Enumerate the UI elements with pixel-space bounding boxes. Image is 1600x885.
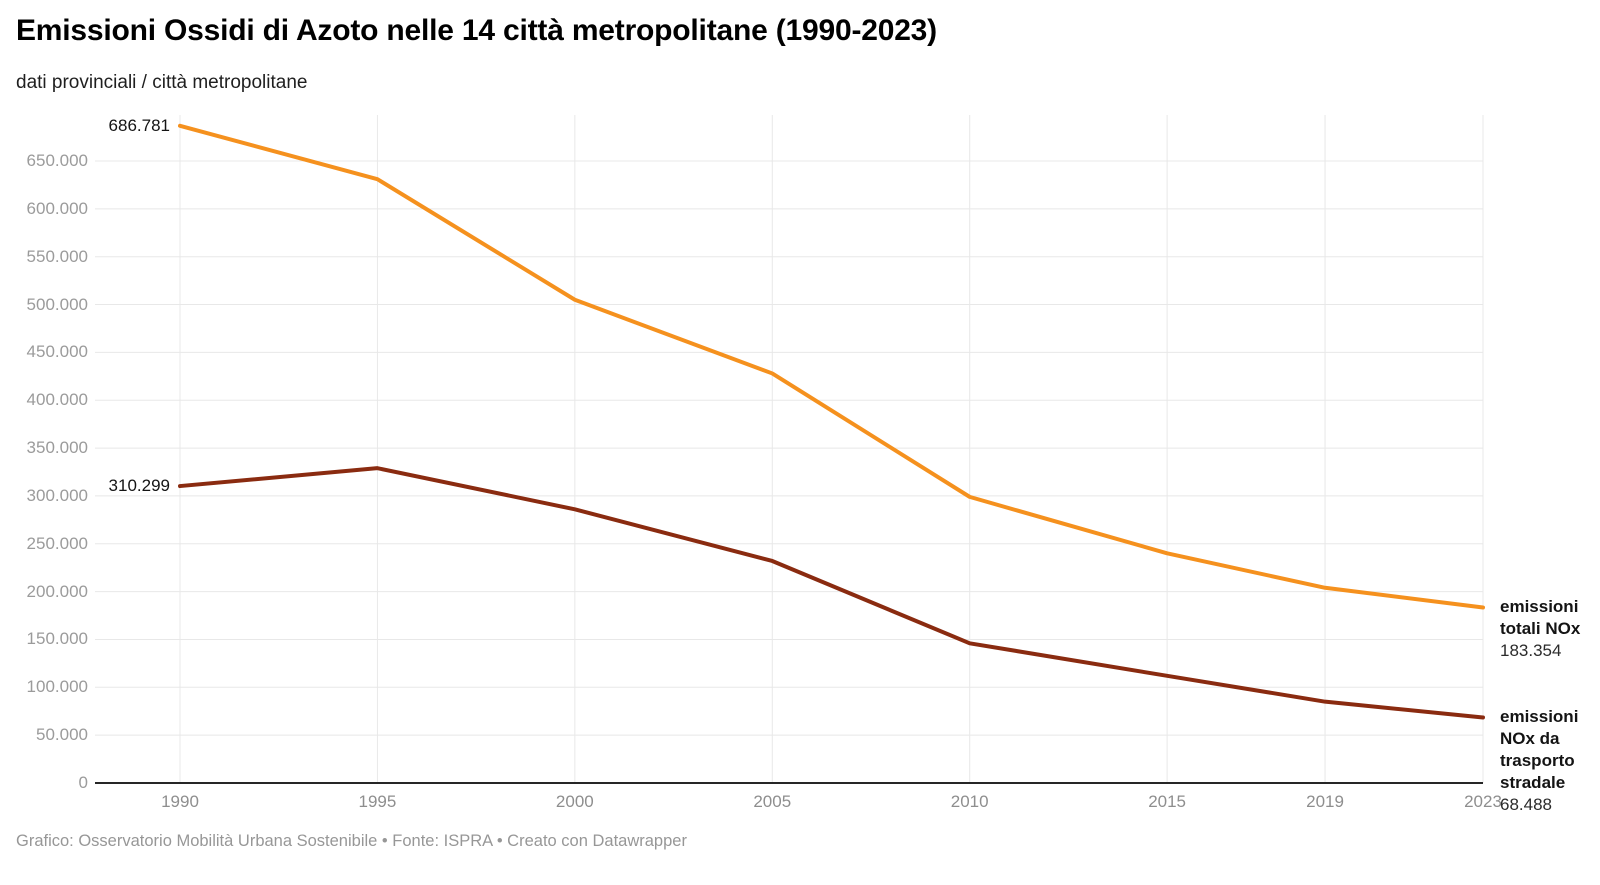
y-tick-label: 100.000	[26, 677, 88, 697]
x-tick-label: 1990	[161, 792, 199, 811]
x-tick-label: 2010	[950, 792, 989, 811]
y-tick-label: 450.000	[26, 342, 88, 362]
series-legend-road: emissioni NOx da trasporto stradale 68.4…	[1500, 706, 1594, 816]
series-end-value-road: 68.488	[1500, 795, 1552, 814]
y-tick-label: 150.000	[26, 629, 88, 649]
series-legend-total: emissioni totali NOx 183.354	[1500, 596, 1594, 662]
x-tick-label: 2023	[1464, 792, 1502, 811]
y-tick-label: 0	[78, 773, 88, 792]
y-tick-label: 200.000	[26, 581, 88, 601]
y-tick-label: 550.000	[26, 246, 88, 266]
series-end-value-total: 183.354	[1500, 641, 1562, 660]
series-name-road: emissioni NOx da trasporto stradale	[1500, 707, 1579, 792]
page-title: Emissioni Ossidi di Azoto nelle 14 città…	[16, 14, 937, 47]
y-tick-label: 250.000	[26, 533, 88, 553]
series-line-road	[178, 466, 1485, 720]
y-tick-label: 400.000	[26, 390, 88, 410]
chart-subtitle: dati provinciali / città metropolitane	[16, 72, 308, 93]
x-tick-label: 1995	[358, 792, 397, 811]
y-tick-label: 300.000	[26, 485, 88, 505]
y-tick-label: 600.000	[26, 198, 88, 218]
x-tick-label: 2005	[753, 792, 792, 811]
y-tick-label: 350.000	[26, 438, 88, 458]
chart-credit: Grafico: Osservatorio Mobilità Urbana So…	[16, 832, 687, 850]
x-tick-label: 2019	[1306, 792, 1344, 811]
series-start-value-road: 310.299	[108, 476, 170, 495]
series-start-value-total: 686.781	[108, 116, 170, 135]
series-line-total	[178, 123, 1485, 610]
y-tick-label: 50.000	[36, 725, 88, 745]
y-tick-label: 650.000	[26, 151, 88, 170]
y-tick-label: 500.000	[26, 294, 88, 314]
x-tick-label: 2000	[555, 792, 594, 811]
x-tick-label: 2015	[1148, 792, 1187, 811]
series-name-total: emissioni totali NOx	[1500, 597, 1581, 638]
